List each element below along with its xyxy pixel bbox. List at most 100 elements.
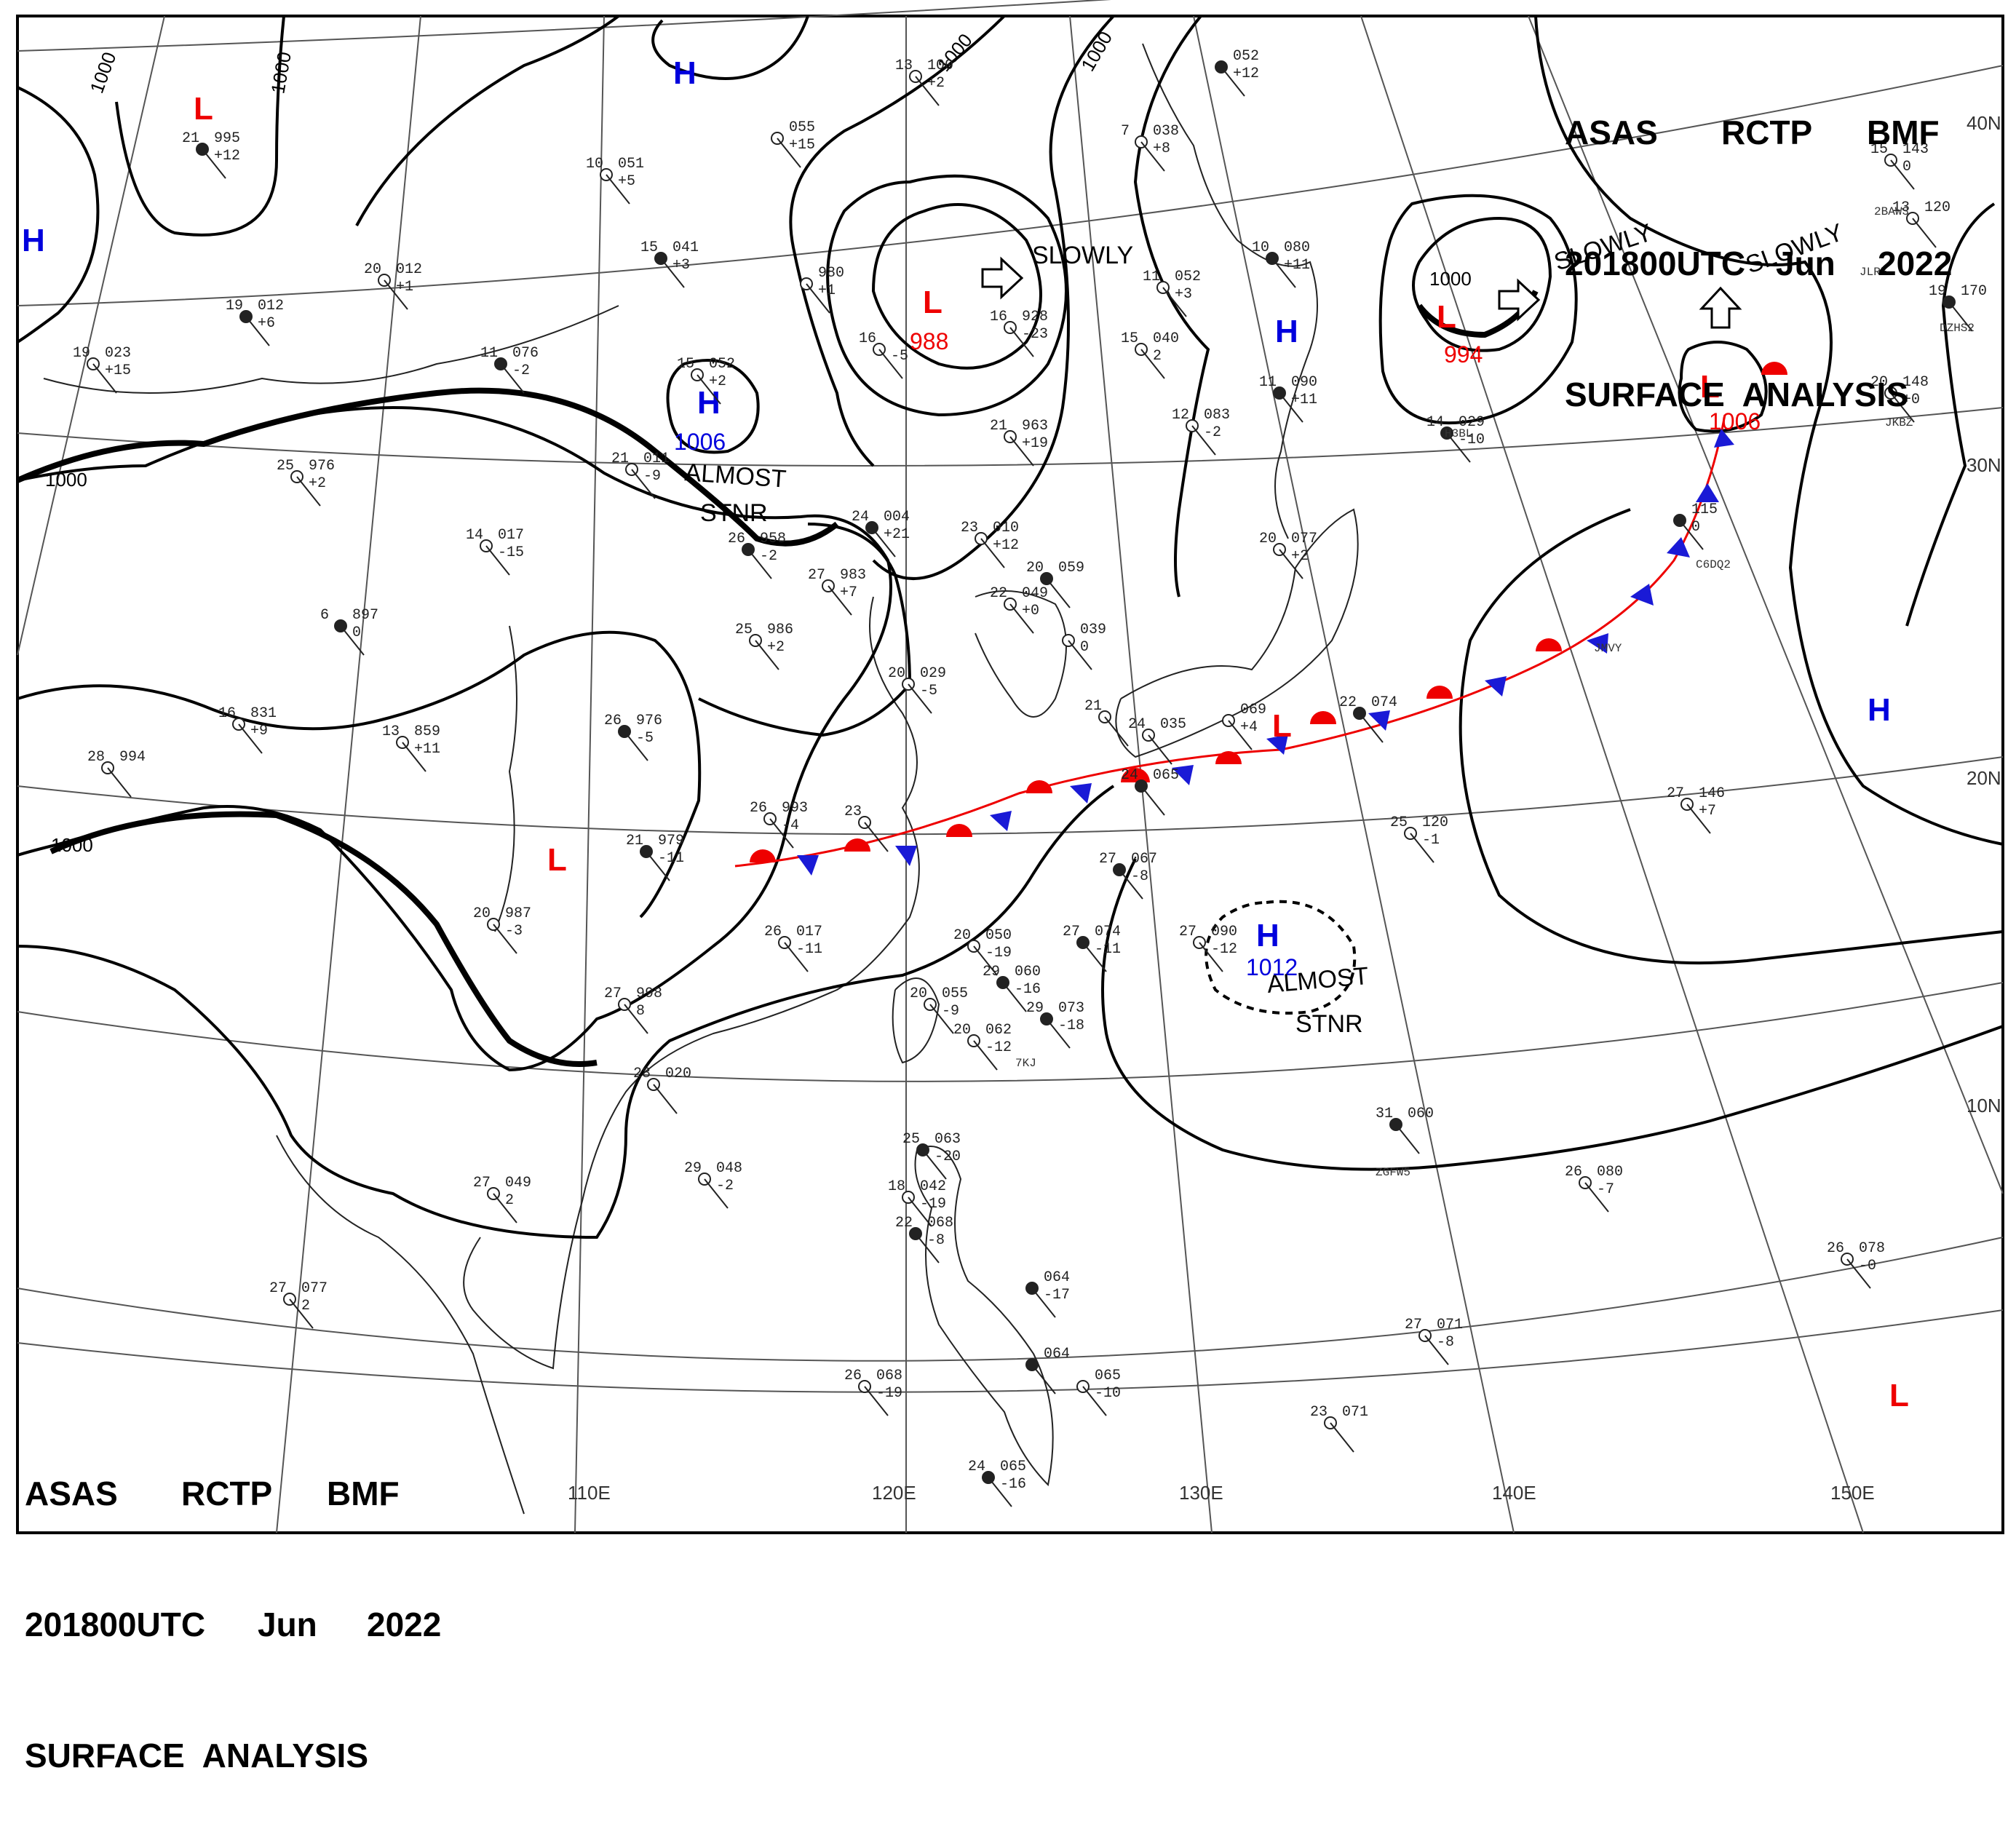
station-pressure: 038 xyxy=(1153,123,1179,140)
wind-barb xyxy=(973,945,998,976)
isobar-south-a xyxy=(17,630,702,919)
station-plot: 26 080-7 xyxy=(1565,1164,1623,1213)
wind-barb xyxy=(289,1298,314,1329)
wind-barb xyxy=(1009,436,1034,467)
station-pressure: 958 xyxy=(760,531,786,547)
station-temp: 20 xyxy=(473,905,491,922)
station-plot: 20 012+1 xyxy=(364,261,422,310)
station-pressure: 976 xyxy=(309,458,335,475)
station-temp: 16 xyxy=(990,309,1007,325)
station-plot: 22 049+0 xyxy=(990,585,1048,634)
station-plot: 24 035 xyxy=(1128,716,1186,765)
station-plot: 15 041+3 xyxy=(640,239,699,288)
station-pressure: 012 xyxy=(396,261,422,278)
station-plot: 19 023+15 xyxy=(73,345,131,394)
station-plot: 25 976+2 xyxy=(277,458,335,507)
wind-barb xyxy=(1148,734,1172,765)
station-tendency: +12 xyxy=(993,537,1019,554)
wind-barb xyxy=(1912,218,1937,248)
station-temp: 24 xyxy=(1128,716,1146,733)
station-tendency: -17 xyxy=(1044,1287,1070,1304)
isobar-label: 1000 xyxy=(85,49,120,96)
station-tendency: -23 xyxy=(1022,326,1048,343)
station-tendency: +4 xyxy=(1240,719,1258,736)
station-tendency: +0 xyxy=(1022,603,1039,619)
header-month: Jun xyxy=(258,1606,317,1643)
station-plot: 21 963+19 xyxy=(990,418,1048,467)
low-symbol: L xyxy=(194,91,213,127)
wind-barb xyxy=(784,942,809,972)
wind-barb xyxy=(1221,66,1245,97)
station-tendency: -2 xyxy=(512,362,530,379)
station-pressure: 048 xyxy=(716,1160,742,1177)
station-plot: 20 059 xyxy=(1026,560,1084,608)
station-temp: 12 xyxy=(1172,407,1189,424)
lon-line-150e xyxy=(1360,15,1864,1534)
isobar-low-1006 xyxy=(1678,341,1768,433)
station-tendency: +9 xyxy=(250,723,268,739)
isobar-west-high xyxy=(16,86,100,344)
station-pressure: 120 xyxy=(1924,199,1950,216)
station-plot: 22 074 xyxy=(1339,694,1397,743)
ship-id: DZHS2 xyxy=(1940,322,1975,335)
wind-barb xyxy=(1846,1258,1871,1289)
station-tendency: 0 xyxy=(1080,639,1089,656)
isobar-high-1006 xyxy=(666,359,760,454)
isobar-label: 1000 xyxy=(45,469,87,491)
station-tendency: +5 xyxy=(618,173,635,190)
station-pressure: 004 xyxy=(884,509,910,525)
station-pressure: 065 xyxy=(1095,1368,1121,1384)
isobar-north-high xyxy=(651,15,809,80)
lon-label: 150E xyxy=(1830,1482,1875,1504)
station-temp: 24 xyxy=(1121,767,1138,784)
wind-barb xyxy=(485,545,510,576)
station-pressure: 080 xyxy=(1284,239,1310,256)
station-tendency: -9 xyxy=(942,1003,959,1020)
isobar-1012-dashed xyxy=(1205,900,1357,1015)
station-plot: 064-17 xyxy=(1025,1269,1070,1318)
isobar-label: 1000 xyxy=(1076,28,1116,75)
station-tendency: -8 xyxy=(927,1232,945,1249)
coastlines xyxy=(43,43,1359,1515)
station-temp: 11 xyxy=(480,345,498,362)
wind-barb xyxy=(1279,392,1303,423)
wind-barb xyxy=(871,527,896,558)
station-temp: 13 xyxy=(895,57,913,74)
warm-front-semicircles xyxy=(750,362,1787,862)
station-pressure: 993 xyxy=(782,800,808,817)
wind-barb xyxy=(864,1386,889,1416)
isobar-nw-low xyxy=(115,15,285,237)
lon-line-140e xyxy=(1193,15,1515,1534)
station-temp: 27 xyxy=(1179,924,1196,940)
wind-barb xyxy=(908,683,932,714)
station-tendency: -5 xyxy=(891,348,908,365)
station-pressure: 928 xyxy=(1022,309,1048,325)
wind-barb xyxy=(340,625,365,656)
header-top-right: ASAS RCTP BMF 201800UTC Jun 2022 SURFACE ANA… xyxy=(1565,23,1969,460)
station-temp: 19 xyxy=(1929,283,1946,300)
station-pressure: 062 xyxy=(985,1022,1012,1039)
station-pressure: 029 xyxy=(920,665,946,682)
station-tendency: -7 xyxy=(1597,1181,1614,1198)
station-temp: 16 xyxy=(859,330,876,347)
station-pressure: 055 xyxy=(942,985,968,1002)
station-temp: 21 xyxy=(626,833,643,849)
station-pressure: 068 xyxy=(876,1368,902,1384)
station-tendency: -8 xyxy=(1437,1334,1454,1351)
station-pressure: 050 xyxy=(985,927,1012,944)
station-plot: 19 012+6 xyxy=(226,298,284,346)
station-plot: 13 100+2 xyxy=(895,57,953,106)
low-value: 988 xyxy=(910,328,948,354)
isobar-label: 1000 xyxy=(1429,268,1472,290)
header-type: BMF xyxy=(327,1475,400,1512)
station-pressure: 987 xyxy=(505,905,531,922)
station-temp: 23 xyxy=(844,804,862,820)
ship-id: JKBZ xyxy=(1885,416,1913,429)
station-plot: 10 051+5 xyxy=(586,156,644,205)
wind-barb xyxy=(384,279,408,310)
station-pressure: 859 xyxy=(414,723,440,740)
station-plot: 29 060-16 xyxy=(983,964,1041,1012)
station-temp: 11 xyxy=(1259,374,1277,391)
